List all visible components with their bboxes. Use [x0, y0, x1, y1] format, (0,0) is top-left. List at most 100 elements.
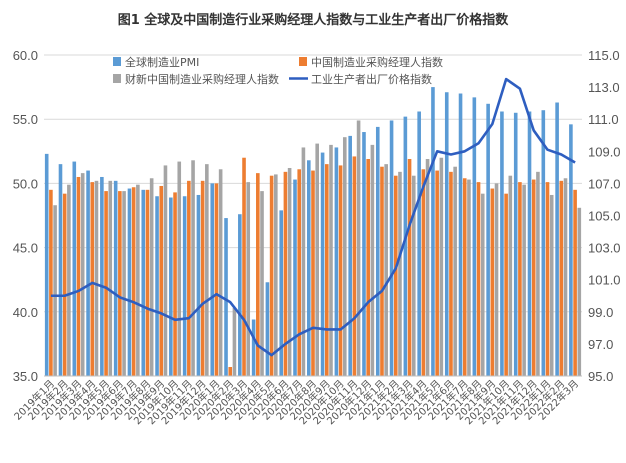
y-tick-label: 50.0 — [13, 176, 38, 191]
bar-3 — [53, 205, 57, 376]
bar-3 — [480, 193, 485, 376]
bar-1 — [86, 170, 90, 376]
bar-3 — [411, 175, 416, 376]
bar-1 — [472, 97, 477, 377]
bar-2 — [242, 157, 246, 376]
bar-1 — [541, 110, 546, 377]
bar-3 — [149, 178, 154, 376]
bar-2 — [159, 185, 164, 376]
bar-2 — [518, 182, 522, 376]
bar-2 — [283, 171, 288, 376]
bar-3 — [398, 171, 402, 376]
y-tick-label: 55.0 — [13, 112, 38, 127]
legend-swatch — [113, 57, 121, 66]
legend-label: 中国制造业采购经理人指数 — [311, 55, 443, 69]
y-axis-left: 35.0 40.0 45.0 50.0 55.0 60.0 — [13, 48, 38, 384]
bar-3 — [370, 144, 375, 376]
bar-3 — [549, 194, 554, 376]
bar-1 — [403, 116, 408, 376]
bar-3 — [80, 173, 85, 376]
bar-3 — [67, 184, 71, 376]
bar-2 — [214, 183, 219, 376]
bar-2 — [352, 156, 357, 376]
bar-1 — [431, 87, 435, 376]
bar-3 — [122, 191, 126, 376]
bar-3 — [301, 147, 306, 376]
bar-1 — [113, 180, 118, 376]
bar-1 — [293, 179, 297, 376]
bar-3 — [384, 164, 388, 376]
bar-2 — [421, 169, 426, 376]
bar-3 — [439, 157, 444, 376]
bar-3 — [108, 180, 113, 376]
bar-1 — [251, 319, 256, 376]
bar-3 — [287, 167, 292, 376]
bar-1 — [141, 189, 146, 376]
bar-3 — [563, 178, 568, 376]
bar-3 — [453, 166, 457, 376]
bar-2 — [228, 367, 233, 376]
legend-swatch — [113, 74, 121, 83]
bar-2 — [490, 188, 495, 376]
bar-2 — [297, 169, 302, 376]
bar-3 — [94, 180, 99, 376]
bar-1 — [58, 164, 63, 376]
bar-2 — [62, 193, 67, 376]
bar-1 — [500, 111, 504, 376]
bar-3 — [274, 174, 278, 376]
y2-tick-label: 111.0 — [588, 112, 619, 127]
bar-1 — [224, 218, 228, 376]
y2-tick-label: 109.0 — [588, 144, 621, 159]
y2-tick-label: 105.0 — [588, 209, 621, 224]
bar-1 — [196, 194, 201, 376]
ppi-line — [50, 77, 576, 357]
bar-2 — [173, 192, 177, 376]
bar-2 — [187, 180, 191, 376]
bar-3 — [163, 165, 168, 376]
bar-3 — [260, 191, 264, 376]
bar-2 — [311, 170, 315, 376]
y2-tick-label: 97.0 — [588, 337, 613, 352]
bar-3 — [342, 137, 347, 376]
bar-2 — [366, 159, 370, 376]
bar-2 — [118, 191, 122, 376]
bar-2 — [559, 180, 564, 376]
bar-2 — [76, 176, 81, 376]
bar-2 — [131, 187, 136, 376]
bar-3 — [467, 179, 471, 376]
bar-2 — [90, 182, 95, 376]
y2-tick-label: 99.0 — [588, 305, 613, 320]
bar-2 — [545, 182, 550, 376]
bar-3 — [425, 159, 430, 376]
bar-1 — [334, 147, 339, 376]
y2-tick-label: 113.0 — [588, 80, 620, 95]
bar-1 — [72, 161, 77, 376]
bar-3 — [191, 160, 195, 376]
bar-2 — [435, 170, 439, 376]
chart-title: 图1 全球及中国制造行业采购经理人指数与工业生产者出厂价格指数 — [118, 12, 510, 28]
bar-1 — [513, 112, 518, 376]
y2-tick-label: 103.0 — [588, 241, 621, 256]
bar-1 — [169, 197, 173, 376]
bar-3 — [522, 184, 526, 376]
line-series — [50, 77, 576, 357]
legend-swatch — [299, 57, 307, 66]
legend-label: 全球制造业PMI — [125, 55, 199, 69]
bar-3 — [205, 164, 209, 376]
bar-1 — [555, 102, 559, 376]
bar-2 — [324, 164, 329, 376]
y-tick-label: 60.0 — [13, 48, 38, 63]
bar-1 — [265, 282, 270, 376]
bar-1 — [307, 160, 311, 376]
y-tick-label: 40.0 — [13, 305, 38, 320]
bar-2 — [338, 165, 343, 376]
bar-series — [44, 87, 582, 377]
x-axis: 2019年1月2019年2月2019年3月2019年4月2019年5月2019年… — [11, 375, 582, 427]
bar-1 — [375, 126, 380, 377]
legend-label: 工业生产者出厂价格指数 — [311, 72, 432, 86]
bar-2 — [200, 180, 205, 376]
bar-2 — [407, 159, 412, 376]
